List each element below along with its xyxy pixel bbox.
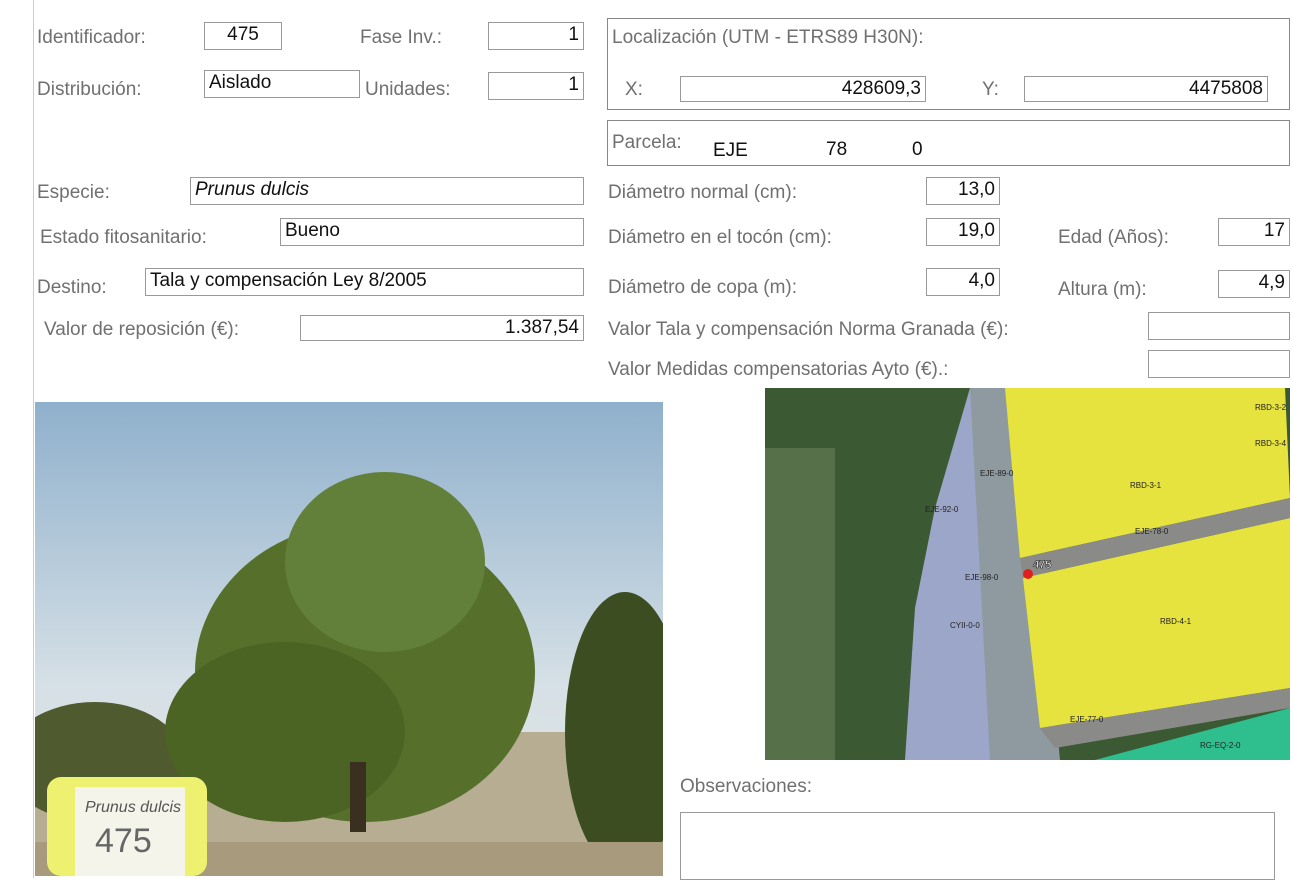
label: Diámetro en el tocón (cm): (608, 227, 832, 248)
field: 1.387,54 (300, 315, 584, 341)
field: 475 (204, 22, 282, 50)
label: X: (625, 79, 643, 100)
label: Diámetro normal (cm): (608, 182, 797, 203)
label: Unidades: (365, 79, 451, 100)
field: 4,0 (926, 268, 1000, 296)
map-label: RBD-3-2 (1255, 403, 1287, 412)
field: 1 (488, 72, 584, 100)
box (607, 120, 1290, 166)
field: 17 (1218, 218, 1290, 246)
field (680, 812, 1275, 880)
field: 1 (488, 22, 584, 50)
label: Edad (Años): (1058, 227, 1169, 248)
field (1148, 312, 1290, 340)
label: Valor Medidas compensatorias Ayto (€).: (608, 359, 949, 380)
label: Y: (982, 79, 999, 100)
box (607, 18, 1290, 110)
map: EJE-92-0 EJE-89-0 RBD-3-2 RBD-3-4 RBD-3-… (765, 388, 1290, 760)
label: Distribución: (37, 79, 142, 100)
label: Destino: (37, 277, 107, 298)
label: Valor Tala y compensación Norma Granada … (608, 319, 1009, 340)
label: Altura (m): (1058, 279, 1147, 300)
field: 428609,3 (680, 76, 926, 102)
label: Especie: (37, 182, 110, 203)
label: Identificador: (37, 27, 146, 48)
map-label: EJE-89-0 (980, 469, 1014, 478)
map-label: EJE-98-0 (965, 573, 999, 582)
sign-text: 475 (95, 822, 152, 860)
field: Prunus dulcis (190, 177, 584, 205)
value: EJE (713, 140, 748, 161)
map-label: RBD-3-4 (1255, 439, 1287, 448)
value: 78 (826, 139, 848, 160)
map-label: RG-EQ-2-0 (1200, 741, 1241, 750)
value: 0 (912, 139, 923, 160)
map-label: CYII-0-0 (950, 621, 980, 630)
label: Parcela: (612, 132, 682, 153)
label: Fase Inv.: (360, 27, 443, 48)
field: 13,0 (926, 177, 1000, 205)
map-label: 475 (1033, 559, 1051, 571)
field: 19,0 (926, 218, 1000, 246)
label: Diámetro de copa (m): (608, 277, 798, 298)
map-label: RBD-4-1 (1160, 617, 1192, 626)
label: Localización (UTM - ETRS89 H30N): (612, 27, 924, 48)
field: 4,9 (1218, 270, 1290, 298)
label: Valor de reposición (€): (44, 319, 240, 340)
map-label: EJE-77-0 (1070, 715, 1104, 724)
map-label: EJE-78-0 (1135, 527, 1169, 536)
sign-text: Prunus dulcis (85, 799, 181, 816)
label: Observaciones: (680, 776, 813, 797)
tree-photo: Prunus dulcis 475 (35, 402, 663, 876)
field: 4475808 (1024, 76, 1268, 102)
map-label: RBD-3-1 (1130, 481, 1162, 490)
field: Tala y compensación Ley 8/2005 (145, 268, 584, 296)
field: Bueno (280, 218, 584, 246)
margin-line (33, 0, 34, 878)
label: Estado fitosanitario: (40, 227, 207, 248)
field: Aislado (204, 70, 360, 98)
field (1148, 350, 1290, 378)
map-label: EJE-92-0 (925, 505, 959, 514)
